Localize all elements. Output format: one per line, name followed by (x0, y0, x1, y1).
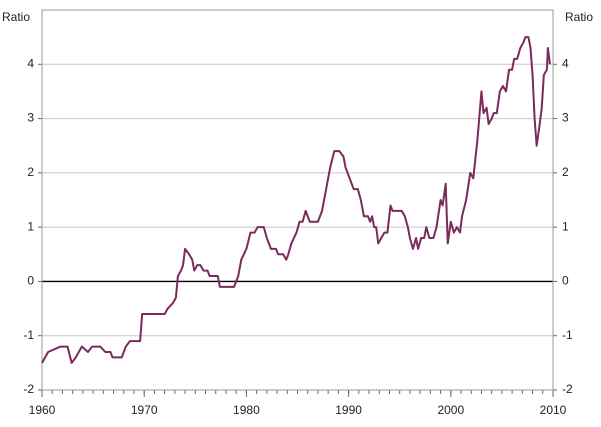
y2-tick-label: -2 (562, 382, 573, 396)
y2-tick-label: 2 (562, 165, 569, 179)
y-tick-label: 4 (27, 56, 34, 70)
y-tick-label: 0 (27, 274, 34, 288)
y2-tick-label: 1 (562, 219, 569, 233)
y2-tick-label: 0 (562, 274, 569, 288)
y-tick-label: 2 (27, 165, 34, 179)
y-tick-label: -2 (23, 382, 34, 396)
plot-frame (41, 9, 554, 391)
x-tick-label: 2010 (540, 403, 567, 417)
x-tick-label: 1970 (131, 403, 158, 417)
y2-tick-label: -1 (562, 328, 573, 342)
y2-tick-label: 3 (562, 111, 569, 125)
y2-tick-label: 4 (562, 56, 569, 70)
x-tick-label: 1980 (233, 403, 260, 417)
y-axis-label: Ratio (2, 10, 30, 24)
x-tick-label: 1960 (29, 403, 56, 417)
y2-axis-label: Ratio (565, 10, 593, 24)
y-tick-label: -1 (23, 328, 34, 342)
y-tick-label: 1 (27, 219, 34, 233)
x-tick-label: 1990 (335, 403, 362, 417)
x-tick-label: 2000 (437, 403, 464, 417)
y-tick-label: 3 (27, 111, 34, 125)
data-line (41, 36, 551, 364)
